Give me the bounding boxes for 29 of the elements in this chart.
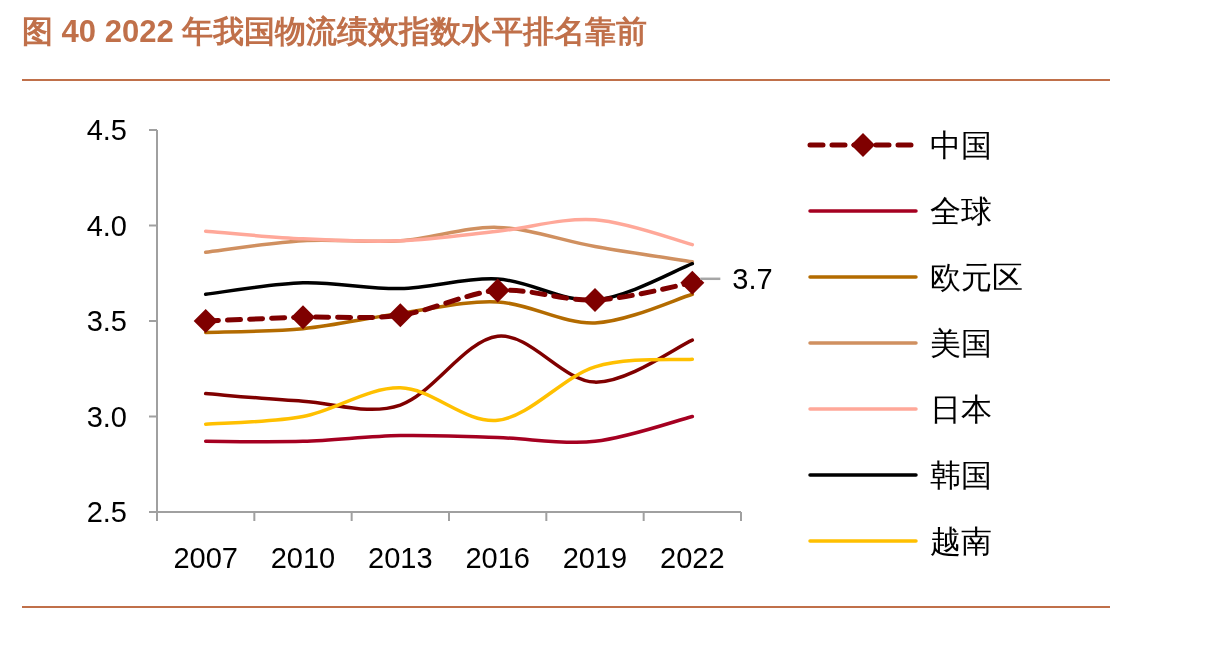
legend-label: 全球	[930, 194, 992, 229]
point	[388, 303, 413, 328]
legend-label: 中国	[930, 128, 992, 163]
data-label: 3.7	[732, 262, 773, 295]
legend-label: 美国	[930, 326, 992, 361]
point	[193, 309, 218, 333]
legend-label: 日本	[930, 392, 992, 427]
legend-label: 越南	[930, 524, 992, 559]
line-series	[203, 357, 695, 426]
line-series	[203, 217, 695, 247]
x-tick-label: 2019	[562, 542, 628, 574]
point	[680, 270, 705, 295]
x-tick-label: 2013	[368, 542, 433, 574]
chart-title: 图 40 2022 年我国物流绩效指数水平排名靠前	[22, 14, 648, 49]
y-tick-label: 4.0	[86, 209, 127, 242]
line-series	[203, 414, 695, 445]
legend-label: 欧元区	[930, 260, 1023, 295]
x-tick-label: 2010	[270, 542, 336, 574]
y-tick-label: 3.5	[86, 305, 127, 337]
y-tick-label: 3.0	[86, 400, 127, 433]
point	[291, 305, 315, 330]
legend-label: 韩国	[930, 458, 992, 493]
point	[485, 278, 510, 303]
x-tick-label: 2022	[660, 542, 725, 574]
y-tick-label: 4.5	[86, 114, 127, 146]
x-tick-label: 2007	[173, 542, 238, 574]
x-tick-label: 2016	[465, 542, 530, 574]
y-tick-label: 2.5	[86, 496, 127, 528]
point	[583, 287, 607, 312]
